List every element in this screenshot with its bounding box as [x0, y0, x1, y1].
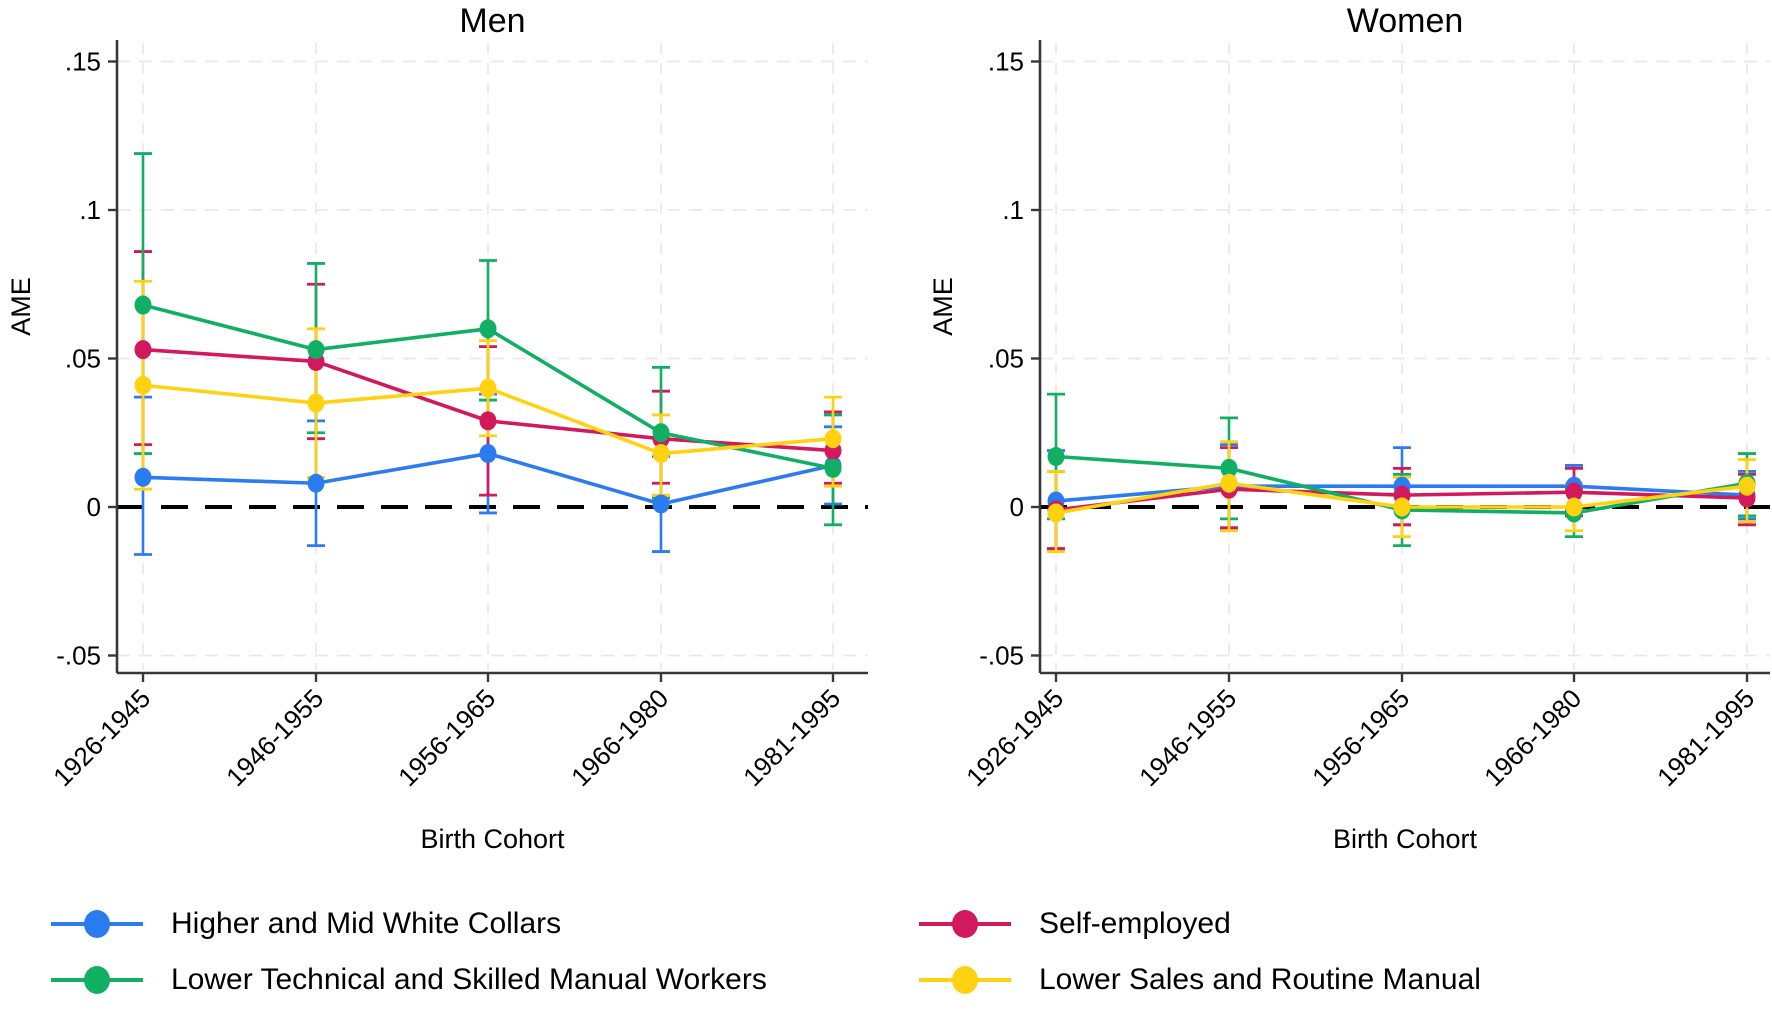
- y-tick-label: .1: [1002, 195, 1024, 225]
- legend-marker-line-dot-icon: [919, 966, 1011, 994]
- data-point-self-employed-2: [479, 411, 497, 431]
- data-point-technical-manual-0: [134, 295, 152, 315]
- legend-marker-line-dot-icon: [51, 910, 143, 938]
- legend-item-sales-manual: Lower Sales and Routine Manual: [917, 959, 1729, 1001]
- y-tick-label: .05: [988, 344, 1024, 374]
- panel-men: .15 .1 .05 0 -.05 1926-1945 1946-1955 1956-1965…: [6, 2, 868, 854]
- y-tick-label: .1: [79, 195, 101, 225]
- x-tick-label: 1981-1995: [737, 683, 846, 792]
- x-tick-label: 1966-1980: [565, 683, 674, 792]
- data-point-sales-manual-1: [307, 393, 325, 413]
- legend-item-white-collars: Higher and Mid White Collars: [49, 903, 917, 945]
- legend-label: Self-employed: [1039, 907, 1231, 940]
- legend-marker-line-dot-icon: [51, 966, 143, 994]
- y-axis-title: AME: [6, 277, 36, 336]
- panel-title: Women: [1347, 2, 1464, 40]
- data-point-technical-manual-1: [307, 340, 325, 360]
- data-point-sales-manual-0: [134, 375, 152, 395]
- data-point-sales-manual-2: [479, 378, 497, 398]
- data-point-technical-manual-1: [1220, 458, 1238, 478]
- chart-svg: .15 .1 .05 0 -.05 1926-1945 1946-1955 1956-1965…: [6, 2, 1770, 854]
- data-point-self-employed-3: [1565, 482, 1583, 502]
- data-point-white-collars-1: [307, 473, 325, 493]
- y-tick-label: .05: [65, 344, 101, 374]
- data-point-sales-manual-2: [1393, 497, 1411, 517]
- data-point-technical-manual-2: [479, 319, 497, 339]
- x-tick-label: 1926-1945: [47, 683, 156, 792]
- data-point-sales-manual-4: [1738, 476, 1756, 496]
- data-point-sales-manual-1: [1220, 473, 1238, 493]
- y-tick-label: .15: [988, 47, 1024, 77]
- y-tick-label: .15: [65, 47, 101, 77]
- data-point-technical-manual-3: [652, 423, 670, 443]
- data-point-white-collars-0: [134, 467, 152, 487]
- x-tick-label: 1926-1945: [960, 683, 1069, 792]
- data-point-technical-manual-0: [1047, 447, 1065, 467]
- y-tick-label: 0: [87, 492, 101, 522]
- data-point-sales-manual-0: [1047, 503, 1065, 523]
- data-point-sales-manual-3: [652, 444, 670, 464]
- legend-label: Higher and Mid White Collars: [171, 907, 562, 940]
- y-tick-label: 0: [1010, 492, 1024, 522]
- legend-label: Lower Technical and Skilled Manual Worke…: [171, 963, 767, 996]
- data-point-self-employed-0: [134, 340, 152, 360]
- x-axis-title: Birth Cohort: [1333, 824, 1478, 854]
- x-tick-label: 1966-1980: [1478, 683, 1587, 792]
- data-point-sales-manual-4: [824, 429, 842, 449]
- legend: Higher and Mid White Collars Self-employ…: [49, 903, 1729, 1001]
- y-axis-title: AME: [928, 277, 958, 336]
- x-tick-label: 1946-1955: [1133, 683, 1242, 792]
- panel-women: .15 .1 .05 0 -.05 1926-1945 1946-1955 1956-1965…: [928, 2, 1770, 854]
- x-tick-label: 1981-1995: [1651, 683, 1760, 792]
- x-tick-label: 1946-1955: [220, 683, 329, 792]
- x-tick-label: 1956-1965: [1306, 683, 1415, 792]
- x-tick-label: 1956-1965: [392, 683, 501, 792]
- data-point-white-collars-2: [479, 444, 497, 464]
- data-point-sales-manual-3: [1565, 497, 1583, 517]
- panel-title: Men: [459, 2, 525, 40]
- data-point-technical-manual-4: [824, 458, 842, 478]
- legend-item-self-employed: Self-employed: [917, 903, 1729, 945]
- figure: .15 .1 .05 0 -.05 1926-1945 1946-1955 1956-1965…: [6, 2, 1770, 854]
- y-tick-label: -.05: [979, 641, 1024, 671]
- x-axis-title: Birth Cohort: [420, 824, 565, 854]
- legend-marker-line-dot-icon: [919, 910, 1011, 938]
- legend-label: Lower Sales and Routine Manual: [1039, 963, 1481, 996]
- data-point-white-collars-3: [652, 494, 670, 514]
- y-tick-label: -.05: [56, 641, 101, 671]
- legend-item-technical-manual: Lower Technical and Skilled Manual Worke…: [49, 959, 917, 1001]
